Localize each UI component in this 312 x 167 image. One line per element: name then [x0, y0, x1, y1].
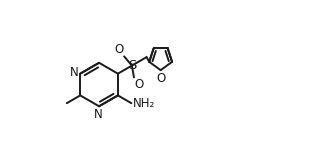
Text: N: N: [70, 66, 79, 79]
Text: S: S: [128, 59, 136, 72]
Text: NH₂: NH₂: [132, 97, 155, 110]
Text: O: O: [114, 43, 123, 56]
Text: O: O: [134, 78, 144, 92]
Text: N: N: [94, 108, 103, 121]
Text: O: O: [156, 72, 165, 85]
